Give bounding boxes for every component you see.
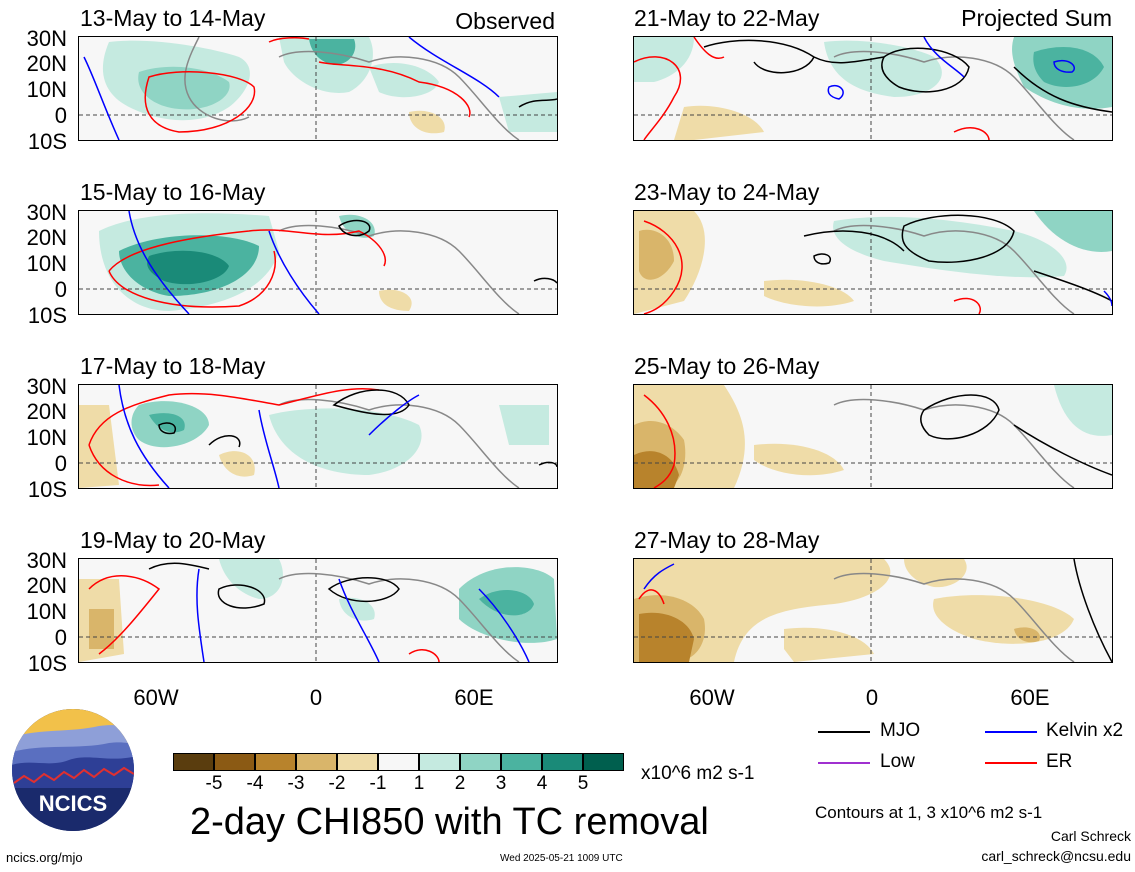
map-panel-3	[78, 384, 558, 489]
lon-label: 0	[865, 685, 879, 710]
kelvin-legend-label: Kelvin x2	[1046, 720, 1124, 741]
lat-label: 10N	[26, 251, 67, 276]
colorbar-tick: -5	[205, 773, 223, 794]
lat-label: 30N	[26, 374, 67, 399]
colorbar-cell	[460, 753, 501, 771]
ncics-logo: NCICS	[9, 708, 137, 832]
lon-label: 0	[309, 685, 323, 710]
colorbar-tick: -4	[246, 773, 264, 794]
er-legend-line	[985, 762, 1037, 764]
colorbar-tick: -2	[328, 773, 346, 794]
colorbar-cell	[501, 753, 542, 771]
colorbar-cell	[296, 753, 337, 771]
colorbar-cell	[542, 753, 583, 771]
panel-title-5: 21-May to 22-May	[634, 5, 820, 31]
mjo-legend-label: MJO	[880, 720, 921, 741]
lon-label: 60E	[1010, 685, 1050, 710]
lat-label: 10S	[27, 651, 67, 676]
lat-label: 0	[54, 451, 67, 476]
colorbar-tick: 2	[454, 773, 466, 794]
site-url[interactable]: ncics.org/mjo	[6, 850, 83, 865]
colorbar-cell	[378, 753, 419, 771]
lat-label: 20N	[26, 573, 67, 598]
lat-label: 0	[54, 277, 67, 302]
lat-label: 10S	[27, 477, 67, 502]
colorbar-cell	[583, 753, 624, 771]
map-panel-5	[633, 36, 1113, 141]
logo-text: NCICS	[39, 791, 107, 816]
colorbar-tick: -3	[287, 773, 305, 794]
er-legend-label: ER	[1046, 751, 1073, 772]
colorbar-tick: 5	[577, 773, 589, 794]
low-legend-label: Low	[880, 751, 915, 772]
lat-label: 10S	[27, 303, 67, 328]
panel-title-6: 23-May to 24-May	[634, 179, 820, 205]
map-panel-8	[633, 558, 1113, 663]
lat-label: 0	[54, 625, 67, 650]
lat-label: 20N	[26, 225, 67, 250]
lat-label: 30N	[26, 548, 67, 573]
timestamp: Wed 2025-05-21 1009 UTC	[500, 853, 623, 864]
lat-label: 30N	[26, 26, 67, 51]
colorbar-tick: -1	[369, 773, 387, 794]
panel-title-8: 27-May to 28-May	[634, 527, 820, 553]
colorbar-tick: 3	[495, 773, 507, 794]
lat-label: 0	[54, 103, 67, 128]
lat-label: 30N	[26, 200, 67, 225]
colorbar-tick: 1	[413, 773, 425, 794]
map-panel-4	[78, 558, 558, 663]
lon-label: 60W	[133, 685, 179, 710]
colorbar-cell	[419, 753, 460, 771]
observed-label: Observed	[455, 8, 555, 34]
panel-title-3: 17-May to 18-May	[80, 353, 266, 379]
map-panel-2	[78, 210, 558, 315]
low-legend-line	[818, 762, 870, 764]
lat-label: 10N	[26, 77, 67, 102]
map-panel-6	[633, 210, 1113, 315]
panel-title-4: 19-May to 20-May	[80, 527, 266, 553]
mjo-legend-line	[818, 731, 870, 733]
map-panel-1	[78, 36, 558, 141]
colorbar-cell	[255, 753, 296, 771]
lat-label: 10N	[26, 425, 67, 450]
map-panel-7	[633, 384, 1113, 489]
lat-label: 10N	[26, 599, 67, 624]
colorbar-cell	[173, 753, 214, 771]
colorbar-cell	[214, 753, 255, 771]
author: Carl Schreck	[1050, 828, 1131, 844]
projected-label: Projected Sum	[961, 5, 1112, 31]
colorbar-tick: 4	[536, 773, 548, 794]
lon-label: 60E	[454, 685, 494, 710]
colorbar-cell	[337, 753, 378, 771]
colorbar-units: x10^6 m2 s-1	[641, 763, 755, 784]
contours-note: Contours at 1, 3 x10^6 m2 s-1	[815, 803, 1043, 822]
author-email: carl_schreck@ncsu.edu	[981, 848, 1131, 864]
lat-label: 20N	[26, 51, 67, 76]
figure-title: 2-day CHI850 with TC removal	[190, 801, 709, 843]
kelvin-legend-line	[985, 731, 1037, 733]
panel-title-7: 25-May to 26-May	[634, 353, 820, 379]
lat-label: 10S	[27, 129, 67, 154]
panel-title-1: 13-May to 14-May	[80, 5, 266, 31]
lat-label: 20N	[26, 399, 67, 424]
lon-label: 60W	[689, 685, 735, 710]
panel-title-2: 15-May to 16-May	[80, 179, 266, 205]
